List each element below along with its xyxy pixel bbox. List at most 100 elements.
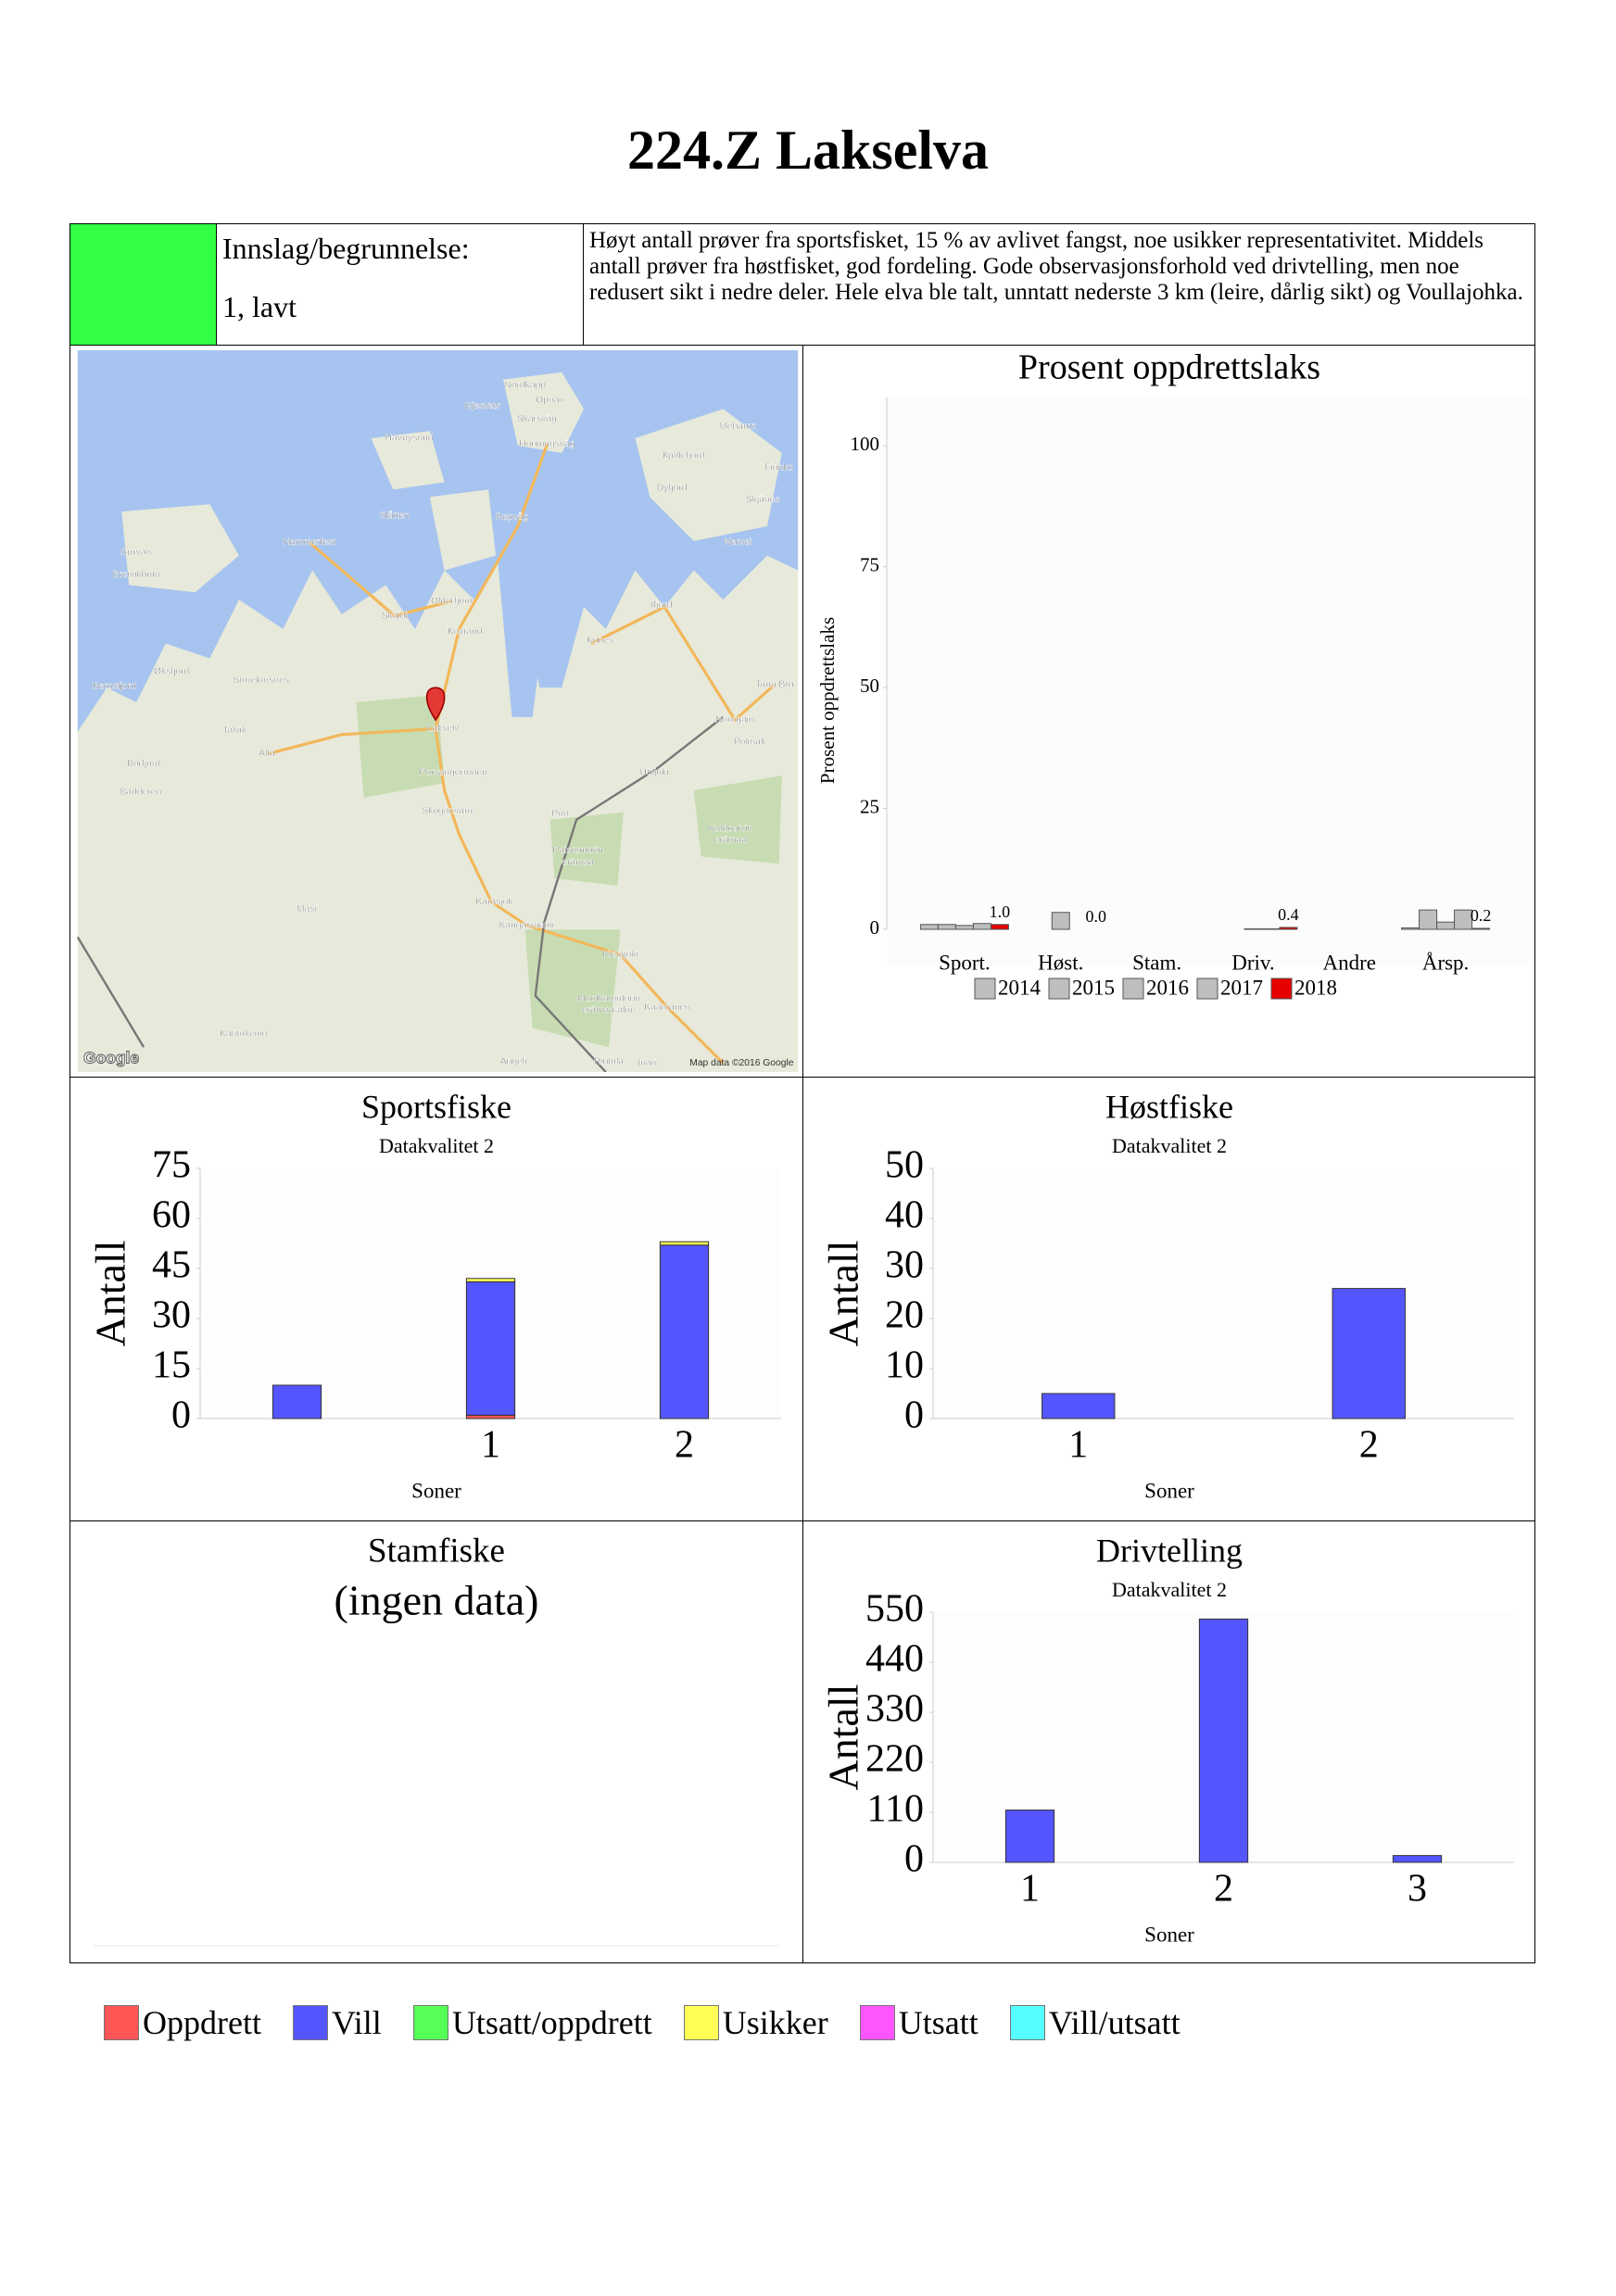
- y-tick-label: 0: [904, 1394, 924, 1437]
- legend-label: 2017: [1220, 976, 1263, 999]
- chart-cell: Høstfiske Datakvalitet 2 Antall Soner 0 10 20 3…: [802, 1077, 1535, 1521]
- legend-label: Usikker: [722, 2004, 828, 2041]
- map-label: Kielajoki: [602, 950, 638, 960]
- bar: [1454, 909, 1473, 930]
- map-label: Polmak: [734, 737, 766, 747]
- x-axis-label: Soner: [1144, 1479, 1194, 1502]
- map-label: Badderen: [120, 787, 162, 797]
- y-tick-label: 75: [152, 1144, 191, 1187]
- x-tick-label: Sport.: [939, 951, 991, 974]
- map-label: Lakselv: [427, 724, 461, 734]
- map-cell: Nordkapp Gjesvær Opnan Skarsvåg Havøysund Hon…: [69, 345, 803, 1078]
- bar-segment: [1004, 1810, 1055, 1863]
- map-label: Burfjord: [127, 759, 160, 769]
- map-label: Storekorsnes: [233, 675, 289, 686]
- bar-segment: [659, 1244, 710, 1419]
- x-tick-label: 2: [675, 1424, 694, 1467]
- legend-swatch: [859, 2005, 895, 2040]
- map-label: Gjesvær: [464, 401, 500, 411]
- map-label: Mehamn: [719, 422, 756, 432]
- map-label: Havøysund: [385, 434, 434, 444]
- chart-title: Høstfiske: [1105, 1088, 1233, 1125]
- chart: Drivtelling Datakvalitet 2 Antall Soner 0 110…: [820, 1532, 1514, 1946]
- legend-label: Utsatt: [898, 2004, 978, 2041]
- bar: [972, 923, 991, 930]
- y-tick-label: 30: [885, 1244, 924, 1287]
- map-label: Riutula: [594, 1057, 624, 1067]
- map-label: Hammerfest: [284, 537, 335, 548]
- chart: Høstfiske Datakvalitet 2 Antall Soner 0 10 20 3…: [820, 1088, 1514, 1502]
- bar: [1244, 927, 1263, 930]
- map-label: Øksfjord: [154, 666, 190, 676]
- map-label: Sørvær: [120, 548, 153, 558]
- map-label: Karasjok: [475, 897, 513, 907]
- chart-title: Prosent oppdrettslaks: [1018, 348, 1320, 387]
- legend-item: Vill/utsatt: [1009, 2003, 1180, 2042]
- plot-area: [933, 1168, 1514, 1419]
- value-label: 0.0: [1086, 907, 1107, 926]
- legend-swatch: [974, 978, 996, 1000]
- map-label: Honningsvåg: [519, 438, 574, 449]
- y-tick-label: 45: [152, 1244, 191, 1287]
- map-label: Nervei: [724, 537, 751, 548]
- y-tick-label: 20: [885, 1294, 924, 1337]
- chart-cell: Stamfiske (ingen data): [69, 1520, 803, 1963]
- bar-segment: [1198, 1618, 1249, 1863]
- map-label: Inari: [638, 1058, 656, 1068]
- chart-title: Stamfiske: [368, 1532, 505, 1570]
- x-tick-label: Stam.: [1132, 951, 1181, 974]
- rating-cell: Innslag/begrunnelse: 1, lavt: [216, 223, 584, 346]
- y-tick-label: 330: [865, 1688, 924, 1731]
- chart-subtitle: Datakvalitet 2: [1112, 1578, 1227, 1601]
- bar: [1419, 909, 1438, 930]
- map-label: Dyfjord: [657, 484, 688, 494]
- y-tick-label: 25: [860, 795, 879, 817]
- y-axis-label: Antall: [87, 1241, 134, 1347]
- bar-segment: [465, 1278, 516, 1282]
- chart-title: Drivtelling: [1096, 1532, 1243, 1569]
- bar-segment: [1042, 1393, 1116, 1419]
- y-tick-label: 100: [851, 433, 880, 455]
- map-label: Kautokeino: [220, 1029, 268, 1040]
- value-label: 1.0: [990, 902, 1011, 921]
- map-label: Ifjord: [651, 600, 673, 611]
- map-label: Paistunturin: [553, 846, 604, 856]
- bar-segment: [465, 1414, 516, 1419]
- map-label: Masi: [297, 904, 317, 915]
- map-label: Skarsvåg: [517, 413, 557, 424]
- legend-item: Vill: [292, 2003, 382, 2042]
- legend-label: 2016: [1146, 976, 1189, 999]
- roads: [268, 443, 776, 1065]
- y-tick-label: 110: [867, 1788, 924, 1831]
- map-attribution: Map data ©2016 Google: [689, 1058, 793, 1068]
- bar: [937, 924, 956, 930]
- map-label: Finnko: [764, 462, 793, 473]
- x-tick-label: Årsp.: [1422, 951, 1469, 974]
- y-tick-label: 30: [152, 1294, 191, 1337]
- fjord: [491, 489, 562, 717]
- legend-item: Usikker: [683, 2003, 828, 2042]
- chart-note: (ingen data): [335, 1577, 539, 1624]
- rating-label: Innslag/begrunnelse:: [222, 232, 470, 265]
- marker: [425, 687, 446, 722]
- y-tick-label: 50: [860, 675, 879, 697]
- map-label: Repvåg: [496, 511, 529, 523]
- bar: [990, 924, 1009, 930]
- bar: [1279, 927, 1298, 930]
- value-label: 0.2: [1471, 906, 1492, 925]
- chart-cell: Sportsfiske Datakvalitet 2 Antall Soner 0 15 3…: [69, 1077, 803, 1521]
- legend-swatch: [1196, 978, 1218, 1000]
- x-tick-label: 2: [1214, 1868, 1233, 1911]
- map-label: Porsangermoen: [420, 768, 487, 778]
- y-axis-label: Antall: [820, 1241, 867, 1347]
- legend-label: Vill: [331, 2004, 382, 2041]
- legend-swatch: [1048, 978, 1070, 1000]
- map-label: Talvik: [222, 725, 247, 736]
- map-label: Angeli: [500, 1057, 527, 1067]
- y-tick-label: 10: [885, 1344, 924, 1387]
- y-tick-label: 15: [152, 1344, 191, 1387]
- x-axis-label: Soner: [411, 1479, 461, 1502]
- map-label: Muotkatunturin: [577, 994, 640, 1004]
- legend-label: 2018: [1294, 976, 1337, 999]
